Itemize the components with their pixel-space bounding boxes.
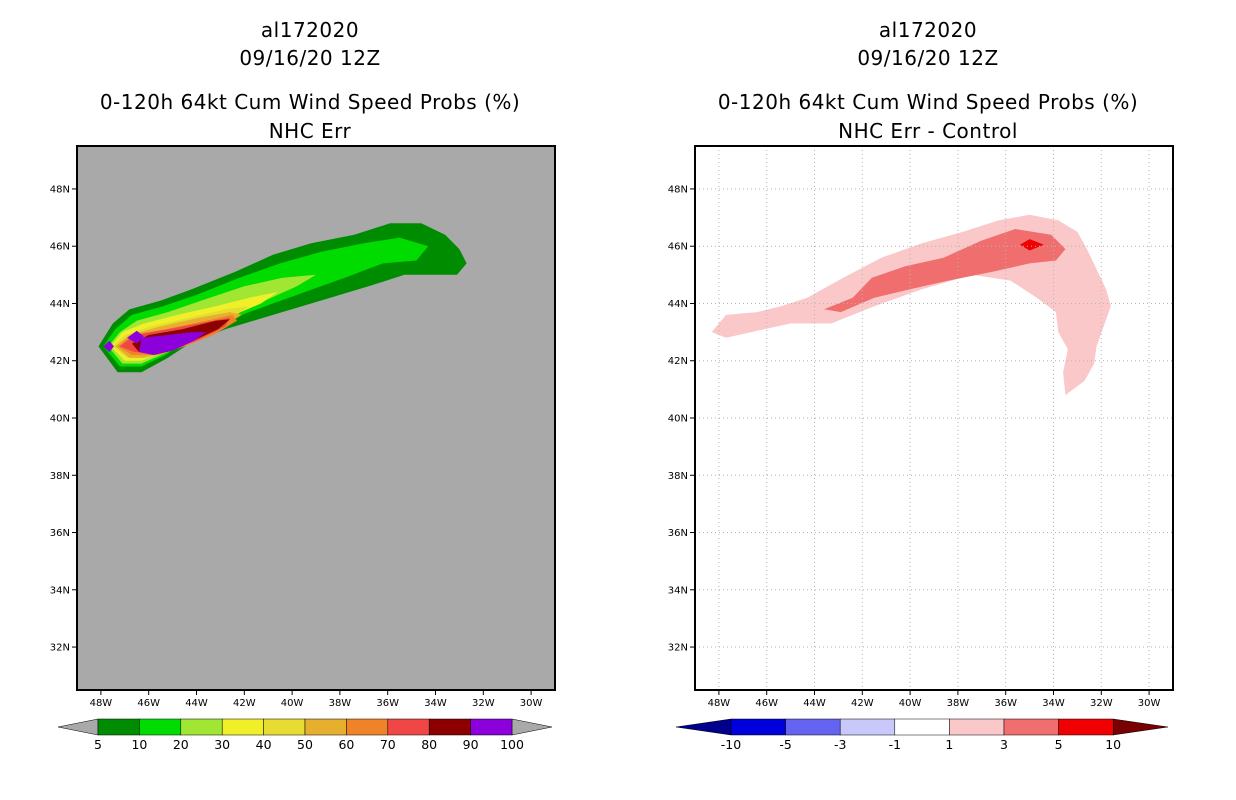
x-tick-label-0: 48W <box>90 698 113 709</box>
x-tick-label-7: 34W <box>1042 698 1065 709</box>
colorbar-swatch-5 <box>304 718 347 736</box>
x-tick-label-2: 44W <box>185 698 208 709</box>
colorbar-label-9: 90 <box>463 737 479 752</box>
colorbar-end-high <box>511 718 553 736</box>
colorbar-swatch-6 <box>346 718 389 736</box>
x-tick-label-1: 46W <box>137 698 160 709</box>
left-title-product: 0-120h 64kt Cum Wind Speed Probs (%) <box>99 90 521 114</box>
right-chart: 48W 46W 44W 42W 40W 38W 36W 34W 32W 30W 48N 46N 44N 4… <box>668 145 1174 752</box>
colorbar-label-7: 70 <box>380 737 396 752</box>
left-title-subtitle: NHC Err <box>268 119 352 143</box>
contour-5-10-2 <box>1020 239 1044 251</box>
right-title-subtitle: NHC Err - Control <box>838 119 1018 143</box>
x-tick-label-8: 32W <box>1090 698 1113 709</box>
colorbar-swatch-0 <box>97 718 140 736</box>
y-tick-label-7: 34N <box>50 585 70 596</box>
x-tick-label-4: 40W <box>899 698 922 709</box>
left-title-storm: al172020 <box>260 18 360 42</box>
colorbar-end-low <box>57 718 99 736</box>
colorbar-label-2: -3 <box>834 737 846 752</box>
x-tick-label-1: 46W <box>755 698 778 709</box>
colorbar-swatch-0 <box>730 718 786 736</box>
colorbar-label-8: 80 <box>421 737 437 752</box>
x-tick-label-5: 38W <box>329 698 352 709</box>
colorbar-end-high <box>1112 718 1169 736</box>
y-tick-label-0: 48N <box>50 184 70 195</box>
colorbar-end-low <box>675 718 732 736</box>
colorbar-label-4: 40 <box>256 737 272 752</box>
x-tick-label-9: 30W <box>520 698 543 709</box>
y-tick-label-5: 38N <box>50 471 70 482</box>
x-tick-label-3: 42W <box>233 698 256 709</box>
colorbar-label-5: 3 <box>1000 737 1008 752</box>
y-tick-label-3: 42N <box>50 356 70 367</box>
x-tick-label-7: 34W <box>424 698 447 709</box>
colorbar-label-2: 20 <box>173 737 189 752</box>
y-tick-label-0: 48N <box>668 184 688 195</box>
left-chart: 48W 46W 44W 42W 40W 38W 36W 34W 32W 30W 48N 46N 44N 4… <box>50 145 556 752</box>
colorbar-label-0: 5 <box>94 737 102 752</box>
y-tick-label-7: 34N <box>668 585 688 596</box>
x-tick-label-4: 40W <box>281 698 304 709</box>
x-tick-label-2: 44W <box>803 698 826 709</box>
colorbar-swatch-2 <box>839 718 896 736</box>
right-title-date: 09/16/20 12Z <box>857 46 999 70</box>
colorbar-label-4: 1 <box>945 737 953 752</box>
colorbar-label-0: -10 <box>721 737 741 752</box>
left-title-date: 09/16/20 12Z <box>239 46 381 70</box>
y-tick-label-4: 40N <box>50 414 70 425</box>
colorbar-swatch-4 <box>263 718 306 736</box>
colorbar-label-1: -5 <box>779 737 791 752</box>
colorbar-swatch-7 <box>387 718 430 736</box>
y-tick-label-2: 44N <box>668 299 688 310</box>
contour-3-5-1 <box>824 229 1066 313</box>
y-tick-label-6: 36N <box>668 528 688 539</box>
y-tick-label-4: 40N <box>668 414 688 425</box>
x-tick-label-3: 42W <box>851 698 874 709</box>
plot-area <box>695 146 1173 690</box>
colorbar-label-6: 5 <box>1055 737 1063 752</box>
colorbar-swatch-6 <box>1058 718 1114 736</box>
y-tick-label-5: 38N <box>668 471 688 482</box>
plot-area <box>77 146 555 690</box>
colorbar-swatch-1 <box>785 718 841 736</box>
colorbar-label-10: 100 <box>500 737 524 752</box>
y-tick-label-6: 36N <box>50 528 70 539</box>
contour-90-100-10 <box>103 340 114 353</box>
colorbar-swatch-3 <box>221 718 264 736</box>
y-tick-label-1: 46N <box>50 242 70 253</box>
colorbar-swatch-1 <box>139 718 182 736</box>
contour-90-100-11 <box>127 330 144 344</box>
colorbar-label-1: 10 <box>131 737 147 752</box>
y-tick-label-2: 44N <box>50 299 70 310</box>
y-tick-label-8: 32N <box>50 643 70 654</box>
colorbar-swatch-4 <box>949 718 1005 736</box>
colorbar-swatch-3 <box>894 718 950 736</box>
y-tick-label-3: 42N <box>668 356 688 367</box>
colorbar-swatch-9 <box>470 718 513 736</box>
colorbar-label-6: 60 <box>338 737 354 752</box>
y-tick-label-1: 46N <box>668 242 688 253</box>
contour-90-100-9 <box>139 332 207 355</box>
x-tick-label-9: 30W <box>1138 698 1161 709</box>
x-tick-label-6: 36W <box>994 698 1017 709</box>
colorbar-label-3: -1 <box>889 737 901 752</box>
colorbar-swatch-8 <box>428 718 471 736</box>
right-title-product: 0-120h 64kt Cum Wind Speed Probs (%) <box>717 90 1139 114</box>
x-tick-label-5: 38W <box>947 698 970 709</box>
x-tick-label-6: 36W <box>376 698 399 709</box>
colorbar-label-5: 50 <box>297 737 313 752</box>
colorbar-swatch-5 <box>1003 718 1059 736</box>
colorbar-swatch-2 <box>180 718 223 736</box>
colorbar-label-3: 30 <box>214 737 230 752</box>
right-title-storm: al172020 <box>878 18 978 42</box>
colorbar-label-7: 10 <box>1105 737 1121 752</box>
y-tick-label-8: 32N <box>668 643 688 654</box>
x-tick-label-8: 32W <box>472 698 495 709</box>
x-tick-label-0: 48W <box>708 698 731 709</box>
